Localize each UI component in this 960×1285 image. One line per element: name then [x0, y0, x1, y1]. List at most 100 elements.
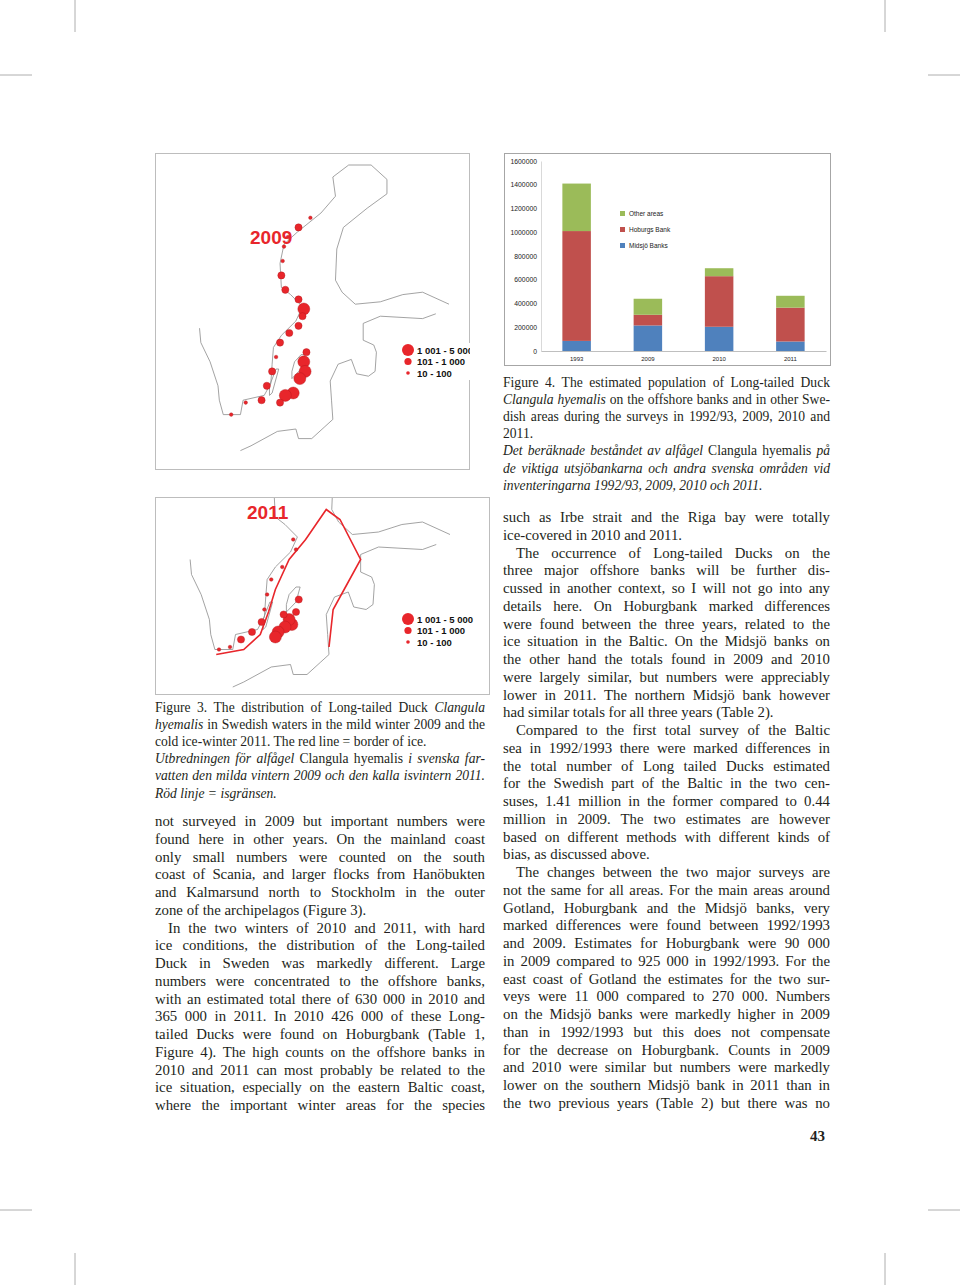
text-line: such as Irbe strait and the Riga bay wer…	[503, 509, 830, 527]
text-segment: på	[811, 443, 830, 458]
map-legend-label: 10 - 100	[417, 368, 452, 379]
x-axis: 1993200920102011	[542, 351, 827, 362]
map-legend-symbol	[402, 344, 414, 356]
y-tick-label: 200000	[514, 324, 537, 331]
text-line: the two previous years (Table 2) but the…	[503, 1095, 830, 1113]
legend: Other areasHoburgs BankMidsjö Banks	[620, 210, 671, 250]
map: 20111 001 - 5 000101 - 1 00010 - 100	[155, 497, 490, 695]
flock-dot	[280, 565, 284, 569]
text-line: the other hand the totals found in 2009 …	[503, 651, 830, 669]
coastline	[200, 328, 224, 414]
coastline	[190, 560, 215, 650]
y-tick-label: 1600000	[511, 158, 538, 165]
y-tick: 1600000	[511, 158, 541, 165]
text-segment: i svenska far-	[403, 751, 485, 766]
legend-swatch	[620, 243, 625, 248]
text-line: The occurrence of Long-tailed Ducks on t…	[516, 545, 830, 563]
text-line: and 2009. Estimates for Hoburgbank were …	[503, 935, 830, 953]
coastline	[240, 314, 435, 451]
text-line: lower in 2011. The northern Midsjö bank …	[503, 687, 830, 705]
text-line: Clangula hyemalis on the offshore banks …	[503, 391, 830, 408]
text-segment: Det beräknade beståndet av alfågel	[503, 443, 708, 458]
y-tick-label: 600000	[514, 276, 537, 283]
flock-dot	[244, 401, 248, 405]
text-segment: on the offshore banks and in other Swe-	[606, 392, 830, 407]
text-line: the total number of Long tailed Ducks es…	[503, 758, 830, 776]
text-line: and 2010 were similar but numbers were m…	[503, 1059, 830, 1077]
coastline	[215, 497, 369, 650]
text-line: were largely similar, but numbers were a…	[503, 669, 830, 687]
map-content	[200, 165, 449, 451]
y-tick: 400000	[514, 300, 541, 307]
text-segment: Figure 3. The distribution of Long-taile…	[155, 700, 434, 715]
map-legend-label: 1 001 - 5 000	[417, 345, 470, 356]
crop-mark	[885, 1253, 886, 1285]
text-line: 365 000 in 2011. In 2010 426 000 of thes…	[155, 1008, 485, 1026]
flock-dot	[229, 413, 233, 417]
flock-dot	[281, 259, 285, 263]
text-line: tailed Ducks were found on Hoburgbank (T…	[155, 1026, 485, 1044]
crop-mark	[0, 75, 32, 76]
map-legend-symbol	[406, 371, 410, 375]
crop-mark	[928, 1210, 960, 1211]
text-line: In the two winters of 2010 and 2011, wit…	[168, 920, 485, 938]
legend-label: Other areas	[629, 210, 664, 217]
map-legend-label: 1 001 - 5 000	[417, 614, 473, 625]
text-line: only small numbers were counted on the s…	[155, 849, 485, 867]
text-line: for the decrease on Hoburgbank. Counts i…	[503, 1042, 830, 1060]
y-tick: 1400000	[511, 181, 541, 188]
text-line: in 2009 compared to 925 000 in 1992/1993…	[503, 953, 830, 971]
x-tick: 2011	[784, 351, 798, 362]
map-frame	[156, 154, 470, 470]
flock-dot	[309, 216, 313, 220]
text-line: on the Midsjö banks were markedly higher…	[503, 1006, 830, 1024]
y-tick-label: 1400000	[511, 181, 538, 188]
flock-dot	[282, 286, 289, 293]
crop-mark	[0, 1210, 32, 1211]
flock-dot	[265, 593, 269, 597]
x-tick-label: 2010	[712, 356, 726, 362]
text-line: million in 2009. The two estimates are h…	[503, 811, 830, 829]
species-name: Clangula	[434, 700, 485, 715]
legend-swatch	[620, 227, 625, 232]
text-line: Figure 4. The estimated population of Lo…	[503, 374, 830, 391]
text-line: Det beräknade beståndet av alfågel Clang…	[503, 442, 830, 459]
flock-dot	[295, 224, 302, 231]
y-tick-label: 1200000	[511, 205, 538, 212]
flock-dot	[276, 399, 283, 406]
text-segment: in Swedish waters in the mild winter 200…	[203, 717, 485, 732]
map-legend-label: 10 - 100	[417, 637, 452, 648]
legend-swatch	[620, 211, 625, 216]
bars	[562, 184, 804, 351]
map-legend-symbol	[406, 640, 410, 644]
species-name: Clangula hyemalis	[503, 392, 606, 407]
y-tick: 800000	[514, 253, 541, 260]
text-line: found here in other years. On the mainla…	[155, 831, 485, 849]
flock-dot	[295, 296, 302, 303]
flock-dot	[294, 373, 306, 385]
flock-dot	[258, 397, 265, 404]
text-line: Compared to the first total survey of th…	[516, 722, 830, 740]
legend-label: Hoburgs Bank	[629, 226, 671, 234]
coastline	[335, 165, 449, 304]
bar	[776, 342, 805, 352]
text-line: cold ice-winter 2011. The red line = bor…	[155, 733, 485, 750]
coastline	[223, 165, 371, 415]
text-line: bias, as discussed above.	[503, 846, 830, 864]
species-name: Clangula hyemalis	[708, 443, 811, 458]
text-line: The changes between the two major survey…	[516, 864, 830, 882]
bar	[776, 296, 805, 308]
flock-dot	[278, 272, 285, 279]
flock-dot	[274, 355, 278, 359]
flock-dot	[299, 313, 306, 320]
text-line: three major offshore banks will be furth…	[503, 562, 830, 580]
text-line: cussed in another context, so I will not…	[503, 580, 830, 598]
text-line: were found between the three years, rela…	[503, 616, 830, 634]
map-year: 2009	[250, 227, 292, 248]
bar	[562, 184, 591, 232]
coastline	[233, 545, 437, 688]
text-line: ice conditions, the distribution of the …	[155, 937, 485, 955]
text-line: Duck in Sweden was markedly different. L…	[155, 955, 485, 973]
text-line: vatten den milda vintern 2009 och den ka…	[155, 767, 485, 784]
flock-dot	[263, 382, 270, 389]
